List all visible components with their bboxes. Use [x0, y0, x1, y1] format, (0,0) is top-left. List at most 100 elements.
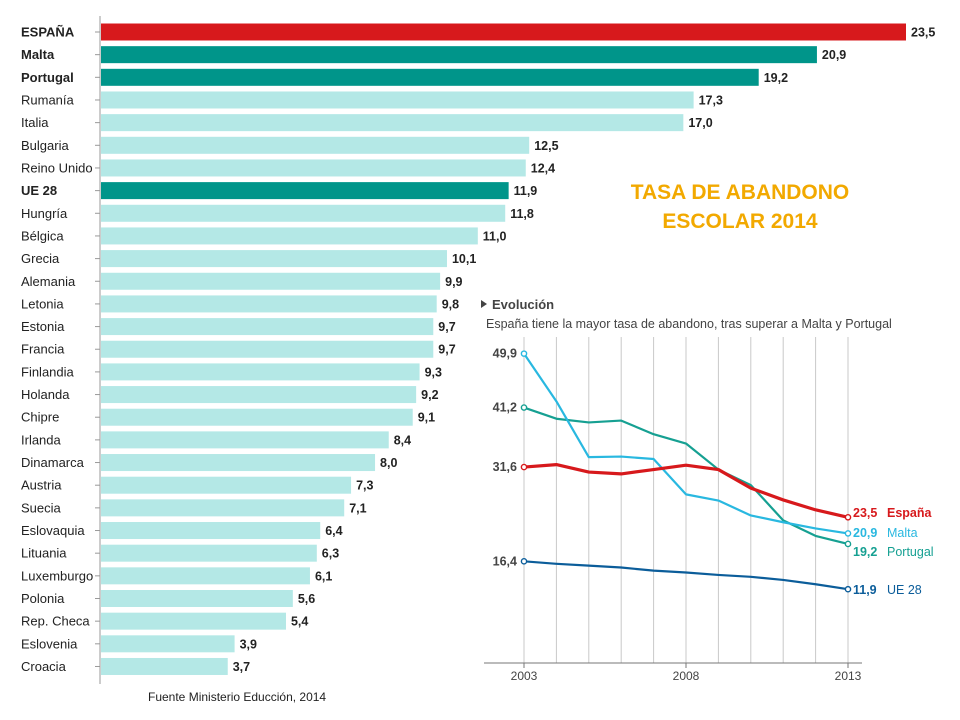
bar-value-label: 8,0 — [380, 456, 397, 470]
bar-category-label: Reino Unido — [21, 160, 93, 175]
series-end-value: 20,9 — [853, 526, 877, 540]
series-line-portugal — [522, 406, 850, 546]
bar-value-label: 6,3 — [322, 547, 339, 561]
bar-category-label: Bulgaria — [21, 138, 69, 153]
series-end-name: Portugal — [887, 545, 934, 559]
bar-category-label: Bélgica — [21, 228, 64, 243]
bar — [101, 340, 434, 358]
bar — [101, 272, 441, 290]
series-start-point — [520, 558, 528, 565]
bar — [101, 295, 437, 313]
bar-category-label: Suecia — [21, 500, 62, 515]
bar-value-label: 3,7 — [233, 660, 250, 674]
series-line-malta — [522, 352, 850, 535]
bar — [101, 227, 478, 245]
bar — [101, 567, 310, 585]
bar — [101, 114, 684, 132]
evolution-title-text: Evolución — [492, 297, 555, 312]
bar-value-label: 12,4 — [531, 161, 555, 175]
x-tick-label: 2008 — [673, 669, 700, 683]
bar — [101, 182, 509, 200]
bar-value-label: 17,3 — [699, 93, 723, 107]
bar-value-label: 7,3 — [356, 479, 373, 493]
bar-value-label: 9,1 — [418, 411, 435, 425]
x-tick-label: 2003 — [511, 669, 538, 683]
y-tick-label: 41,2 — [493, 401, 517, 415]
bar-category-label: Grecia — [21, 251, 60, 266]
bar-value-label: 23,5 — [911, 26, 935, 40]
bar-value-label: 11,9 — [514, 184, 538, 198]
y-tick-label: 31,6 — [493, 460, 517, 474]
bar-category-label: Lituania — [21, 546, 67, 561]
bar-category-label: Irlanda — [21, 432, 62, 447]
chart-headline: TASA DE ABANDONO ESCOLAR 2014 — [580, 178, 900, 236]
bar — [101, 408, 413, 426]
bar — [101, 204, 506, 222]
bar — [101, 431, 389, 449]
bar — [101, 499, 345, 517]
bar-category-label: Eslovaquia — [21, 523, 85, 538]
series-end-point — [844, 530, 852, 537]
headline-line-2: ESCOLAR 2014 — [662, 210, 818, 233]
bar — [101, 23, 906, 41]
bar-category-label: Malta — [21, 47, 55, 62]
headline-line-1: TASA DE ABANDONO — [630, 181, 850, 204]
bar-category-label: Rumanía — [21, 92, 75, 107]
bar-category-label: Luxemburgo — [21, 568, 93, 583]
bar — [101, 590, 293, 607]
y-tick-label: 49,9 — [493, 347, 517, 361]
series-end-point — [844, 585, 852, 593]
bar-value-label: 11,8 — [510, 207, 534, 221]
bar-category-label: Francia — [21, 342, 65, 357]
bar-value-label: 9,7 — [438, 343, 455, 357]
series-end-value: 19,2 — [853, 545, 877, 559]
bar — [101, 363, 420, 381]
bar-value-label: 20,9 — [822, 48, 846, 62]
bar-category-label: Estonia — [21, 319, 65, 334]
series-end-value: 23,5 — [853, 506, 877, 520]
source-note: Fuente Ministerio Educción, 2014 — [148, 690, 327, 704]
bar-value-label: 9,8 — [442, 297, 459, 311]
bar — [101, 136, 530, 154]
bar-category-label: Italia — [21, 115, 49, 130]
series-line-españa — [522, 463, 850, 519]
x-tick-label: 2013 — [835, 669, 862, 683]
bar-value-label: 17,0 — [688, 116, 712, 130]
bar-value-label: 6,4 — [325, 524, 342, 538]
bar-value-label: 11,0 — [483, 229, 507, 243]
bar-value-label: 9,9 — [445, 275, 462, 289]
series-end-name: UE 28 — [887, 583, 922, 597]
bar — [101, 522, 321, 540]
bar-category-label: ESPAÑA — [21, 25, 75, 40]
triangle-bullet-icon — [481, 300, 487, 308]
bar-value-label: 12,5 — [534, 139, 558, 153]
bar-category-label: Finlandia — [21, 364, 75, 379]
bar-value-label: 7,1 — [349, 501, 366, 515]
bar — [101, 159, 526, 177]
bar-category-label: Hungría — [21, 206, 68, 221]
bar — [101, 318, 434, 336]
bar-category-label: Eslovenia — [21, 636, 78, 651]
series-end-point — [844, 514, 852, 521]
series-start-point — [520, 404, 528, 411]
bar-category-label: Alemania — [21, 274, 76, 289]
bar-value-label: 3,9 — [240, 637, 257, 651]
bar-value-label: 19,2 — [764, 71, 788, 85]
bar — [101, 46, 817, 64]
evolution-subtitle: España tiene la mayor tasa de abandono, … — [486, 317, 892, 331]
bar-category-label: Rep. Checa — [21, 614, 90, 629]
bar — [101, 635, 235, 653]
bar-value-label: 8,4 — [394, 433, 411, 447]
bar — [101, 657, 228, 675]
series-end-point — [844, 540, 852, 548]
bar-category-label: Letonia — [21, 296, 64, 311]
bar — [101, 454, 376, 472]
bar — [101, 476, 352, 494]
bar — [101, 386, 417, 404]
bar — [101, 544, 317, 562]
series-end-name: España — [887, 506, 933, 520]
bar — [101, 68, 759, 86]
bar — [101, 91, 694, 109]
bar-value-label: 5,4 — [291, 615, 308, 629]
